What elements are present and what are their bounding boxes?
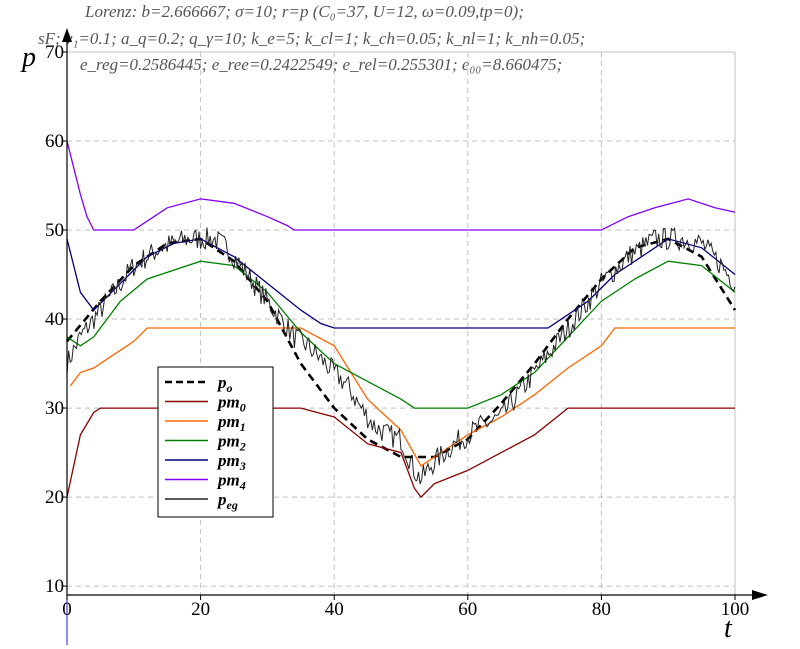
y-axis-label: p	[20, 42, 36, 73]
y-tick-label: 60	[45, 131, 64, 152]
x-tick-label: 20	[191, 599, 210, 620]
series-line-peg	[66, 227, 736, 485]
series-line-pm0	[66, 407, 735, 499]
chart-header-line-3: e_reg=0.2586445; e_ree=0.2422549; e_rel=…	[80, 55, 562, 74]
legend-label-pm2: pm2	[216, 432, 246, 454]
y-tick-label: 30	[45, 398, 64, 419]
y-tick-label: 40	[45, 309, 64, 330]
grid	[67, 51, 736, 595]
legend-label-pm0: pm0	[216, 393, 246, 415]
chart-header-line-2: sF; v₁=0.1; a_q=0.2; q_γ=10; k_e=5; k_cl…	[38, 29, 585, 48]
legend-label-pm1: pm1	[216, 412, 246, 434]
series-line-pm2	[66, 260, 736, 409]
legend-label-pm3: pm3	[216, 451, 246, 473]
axes	[62, 28, 768, 645]
x-axis-label: t	[724, 613, 733, 644]
chart-header-line-1: Lorenz: b=2.666667; σ=10; r=p (C₀=37, U=…	[84, 2, 524, 21]
y-axis-arrow	[62, 28, 72, 42]
tick-labels: 0 20 40 60 80 100 10 20 30 40 50 60 70	[45, 42, 749, 620]
series-lines	[66, 140, 737, 499]
legend-label-pm4: pm4	[216, 471, 246, 493]
legend-box	[157, 366, 274, 518]
legend-label-peg: peg	[216, 490, 238, 512]
x-tick-label: 100	[721, 599, 750, 620]
x-tick-label: 60	[458, 599, 477, 620]
legend-label-po: po	[216, 373, 233, 395]
x-tick-label: 0	[62, 599, 72, 620]
y-tick-label: 10	[45, 576, 64, 597]
series-line-pm4	[66, 140, 736, 231]
y-tick-label: 20	[45, 487, 64, 508]
x-axis-arrow	[752, 590, 768, 600]
series-line-pm1	[69, 327, 735, 467]
x-tick-label: 40	[325, 599, 344, 620]
y-tick-label: 50	[45, 220, 64, 241]
y-tick-label: 70	[45, 42, 64, 63]
x-tick-label: 80	[592, 599, 611, 620]
